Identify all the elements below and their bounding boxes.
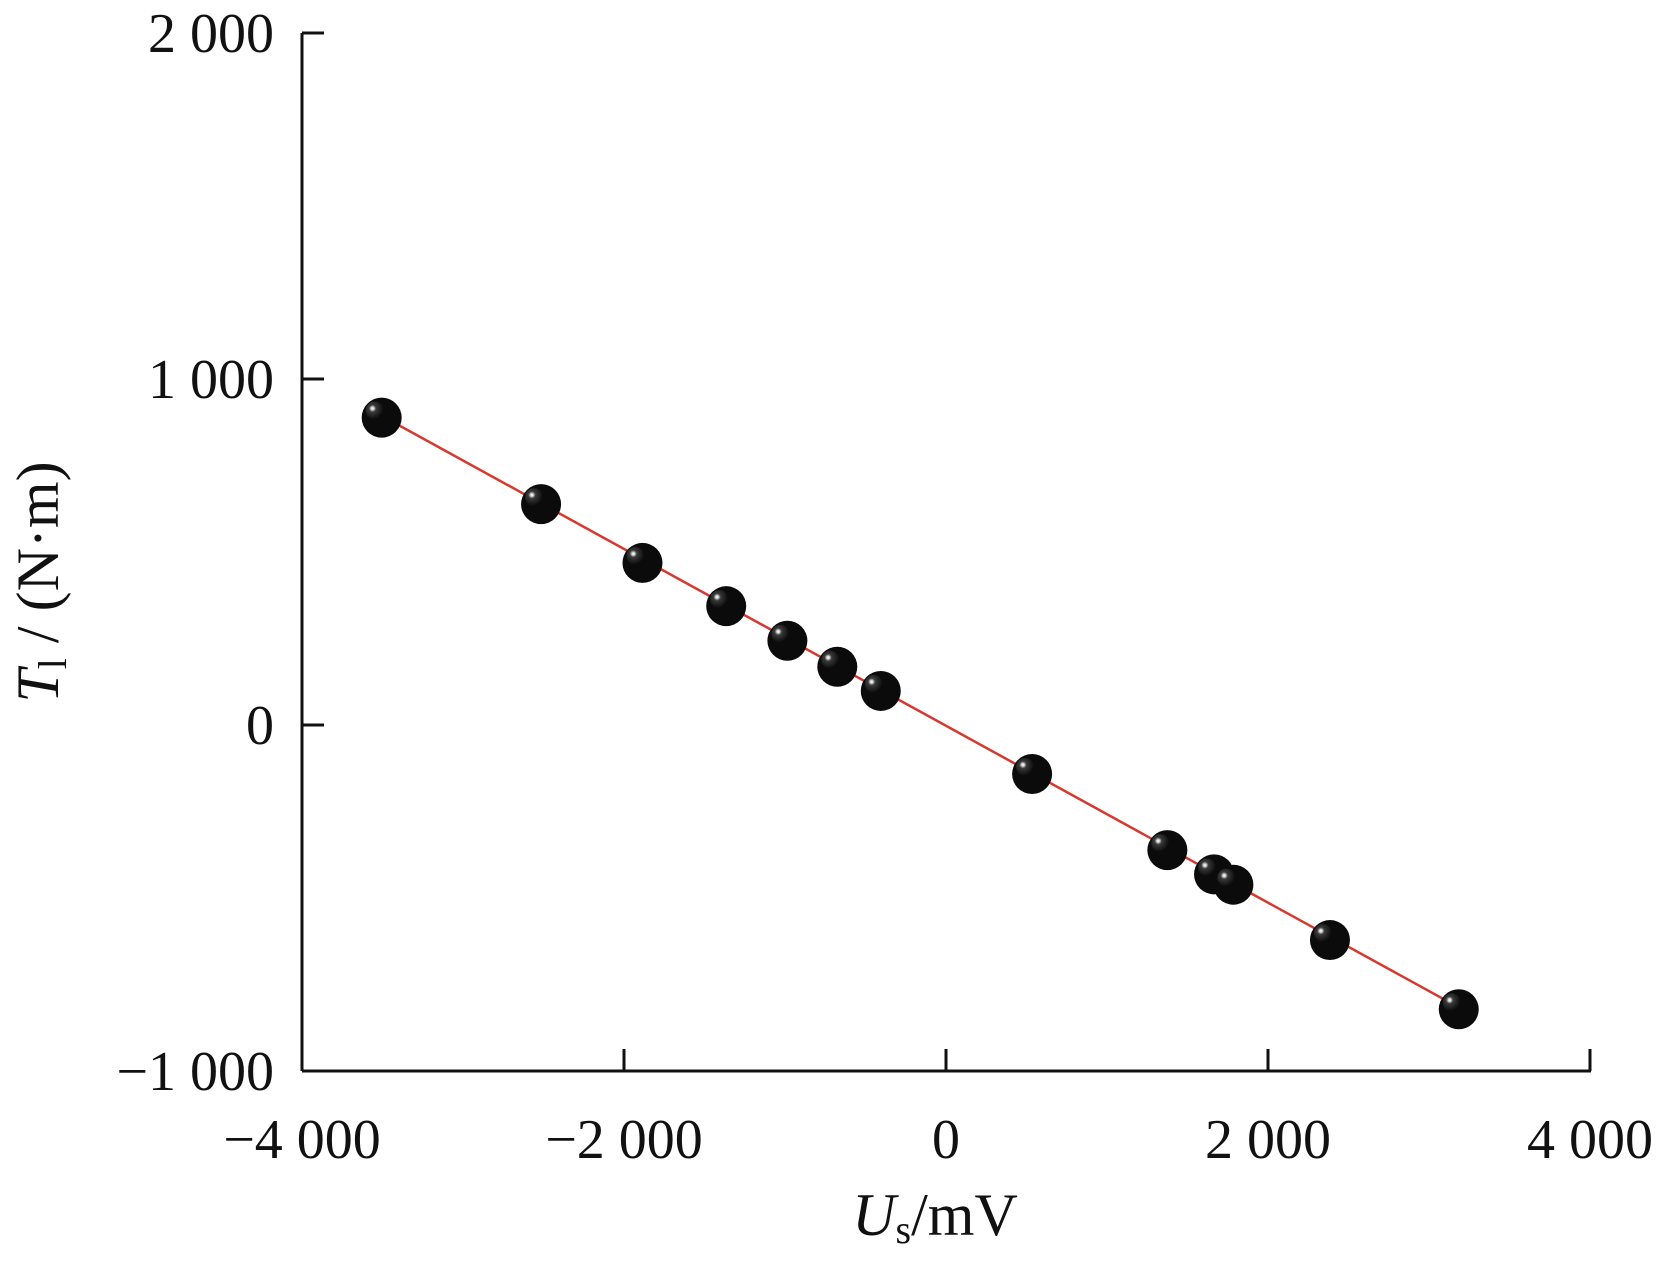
y-axis-label-unit: / (N·m) xyxy=(5,461,71,658)
data-point-highlight xyxy=(1442,993,1461,1012)
tick-labels: −4 000 −2 000 0 2 000 4 000 −1 000 0 1 000 2 000 xyxy=(116,3,1653,1171)
y-axis-label-main: T xyxy=(5,666,71,703)
data-point xyxy=(706,586,747,627)
axes xyxy=(300,31,1592,1073)
data-point-highlight xyxy=(771,624,790,643)
data-point-highlight xyxy=(365,401,384,420)
data-point-highlight xyxy=(1151,834,1170,853)
x-axis-label-sub: s xyxy=(896,1207,912,1252)
data-point xyxy=(521,484,562,525)
y-axis-label-sub: l xyxy=(30,658,75,669)
data-point-highlight xyxy=(1016,757,1035,776)
data-point xyxy=(860,670,901,711)
data-point-highlight xyxy=(710,590,729,609)
data-point xyxy=(622,542,663,583)
data-points xyxy=(361,397,1479,1030)
data-point xyxy=(1309,920,1350,961)
y-axis-label: Tl / (N·m) xyxy=(5,461,75,702)
x-axis-label-unit: /mV xyxy=(911,1182,1018,1248)
data-point-highlight xyxy=(1313,924,1332,943)
data-point xyxy=(1438,989,1479,1030)
y-tick-label: 2 000 xyxy=(148,3,274,65)
data-point-highlight xyxy=(821,650,840,669)
data-point xyxy=(361,397,402,438)
data-point xyxy=(1012,753,1053,794)
data-point xyxy=(817,646,858,687)
y-tick-label: 1 000 xyxy=(148,349,274,411)
data-point-highlight xyxy=(626,546,645,565)
data-point xyxy=(767,620,808,661)
x-axis-label-main: U xyxy=(852,1182,899,1248)
x-axis-label: Us/mV xyxy=(852,1182,1018,1252)
x-tick-label: 4 000 xyxy=(1527,1109,1653,1171)
data-point-highlight xyxy=(1198,858,1217,877)
x-tick-label: −2 000 xyxy=(545,1109,703,1171)
data-point-highlight xyxy=(525,488,544,507)
x-tick-label: 2 000 xyxy=(1205,1109,1331,1171)
data-point xyxy=(1213,864,1254,905)
data-point-highlight xyxy=(1217,868,1236,887)
x-tick-label: 0 xyxy=(932,1109,960,1171)
data-point-highlight xyxy=(864,674,883,693)
x-tick-label: −4 000 xyxy=(223,1109,381,1171)
y-tick-label: −1 000 xyxy=(116,1041,274,1103)
data-point xyxy=(1147,830,1188,871)
y-tick-label: 0 xyxy=(246,695,274,757)
